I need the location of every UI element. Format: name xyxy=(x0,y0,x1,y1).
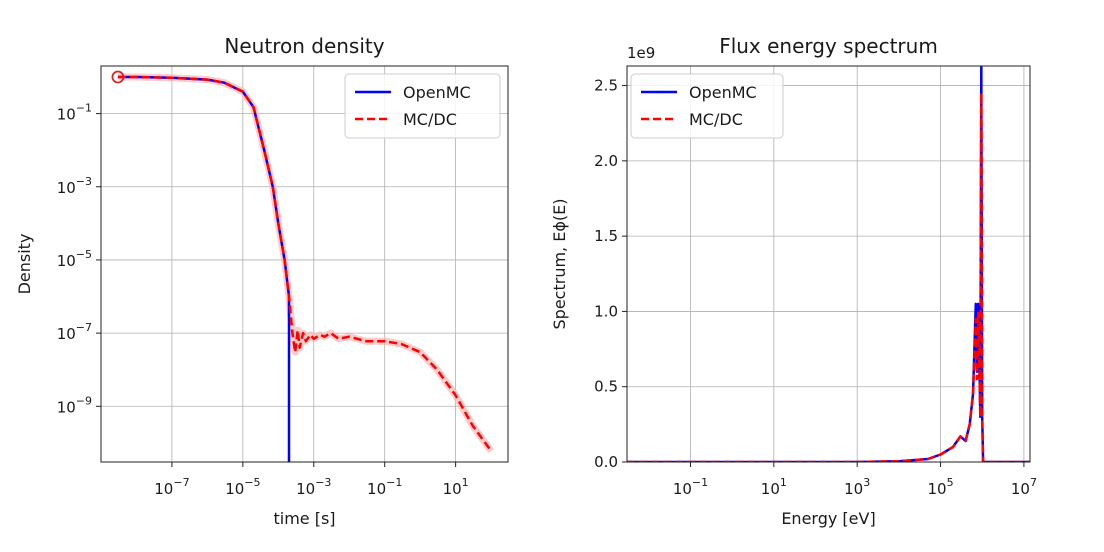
legend-entry-label: MC/DC xyxy=(403,110,457,129)
y-tick-base: 10 xyxy=(57,252,76,270)
y-axis-label: Density xyxy=(15,234,34,295)
x-tick-base: 10 xyxy=(225,480,244,498)
y-tick-label: 0.5 xyxy=(594,378,618,396)
y-tick-label: 10−5 xyxy=(57,248,92,270)
x-tick-exp: −1 xyxy=(692,476,708,489)
legend-entry-label: OpenMC xyxy=(689,83,757,102)
x-axis-label: time [s] xyxy=(273,509,335,528)
y-tick-label: 2.5 xyxy=(594,77,618,95)
legend: OpenMC MC/DC xyxy=(630,73,784,139)
neutron-density-chart: 10−7 10−5 10−3 10−1 10110−110−310−510−710−9N… xyxy=(15,34,509,528)
x-tick-base: 10 xyxy=(1011,480,1030,498)
y-tick-base: 10 xyxy=(57,179,76,197)
chart-title: Flux energy spectrum xyxy=(719,34,938,58)
series-group xyxy=(111,70,494,462)
y-tick-base: 10 xyxy=(57,106,76,124)
x-tick-label: 10−1 xyxy=(367,476,402,498)
y-tick-exp: −1 xyxy=(76,102,92,115)
series-group xyxy=(627,66,1030,462)
y-tick-label: 10−7 xyxy=(57,321,92,343)
y-tick-label: 1.0 xyxy=(594,302,618,320)
y-tick-label: 10−3 xyxy=(57,175,92,197)
x-tick-exp: −5 xyxy=(244,476,260,489)
x-tick-exp: 3 xyxy=(863,476,870,489)
y-offset-label: 1e9 xyxy=(627,44,655,62)
x-tick-exp: −3 xyxy=(315,476,331,489)
series-line-mcdc xyxy=(117,75,493,452)
y-tick-exp: −9 xyxy=(76,394,92,407)
x-tick-label: 101 xyxy=(761,476,787,498)
y-tick-label: 10−9 xyxy=(57,394,92,416)
y-tick-label: 2.0 xyxy=(594,152,618,170)
x-tick-base: 10 xyxy=(296,480,315,498)
x-tick-exp: −1 xyxy=(386,476,402,489)
y-tick-exp: −7 xyxy=(76,321,92,334)
x-tick-exp: 7 xyxy=(1030,476,1037,489)
legend-box xyxy=(630,73,784,139)
chart-title: Neutron density xyxy=(224,34,384,58)
x-tick-label: 10−1 xyxy=(673,476,708,498)
legend: OpenMC MC/DC xyxy=(344,73,501,139)
legend-box xyxy=(344,73,501,139)
x-tick-label: 101 xyxy=(443,476,469,498)
x-tick-label: 103 xyxy=(844,476,870,498)
x-tick-base: 10 xyxy=(761,480,780,498)
x-tick-label: 10−3 xyxy=(296,476,331,498)
y-axis-label: Spectrum, Eϕ(E) xyxy=(550,199,569,330)
x-tick-base: 10 xyxy=(673,480,692,498)
circle-marker xyxy=(111,70,125,84)
x-tick-base: 10 xyxy=(367,480,386,498)
y-tick-exp: −3 xyxy=(76,175,92,188)
grid xyxy=(101,66,508,462)
x-tick-label: 10−7 xyxy=(154,476,189,498)
axes-frame xyxy=(100,65,509,463)
x-tick-label: 10−5 xyxy=(225,476,260,498)
y-tick-exp: −5 xyxy=(76,248,92,261)
x-tick-base: 10 xyxy=(154,480,173,498)
x-tick-exp: 5 xyxy=(947,476,954,489)
x-tick-label: 105 xyxy=(928,476,954,498)
series-line-mcdc xyxy=(627,91,1030,462)
legend-entry-label: OpenMC xyxy=(403,83,471,102)
x-axis-label: Energy [eV] xyxy=(781,509,875,528)
x-tick-label: 107 xyxy=(1011,476,1037,498)
y-tick-base: 10 xyxy=(57,325,76,343)
y-tick-base: 10 xyxy=(57,398,76,416)
x-tick-base: 10 xyxy=(928,480,947,498)
y-tick-label: 1.5 xyxy=(594,227,618,245)
x-tick-base: 10 xyxy=(443,480,462,498)
y-tick-label: 0.0 xyxy=(594,453,618,471)
y-tick-label: 10−1 xyxy=(57,102,92,124)
x-tick-exp: 1 xyxy=(462,476,469,489)
legend-entry-label: MC/DC xyxy=(689,110,743,129)
x-tick-exp: 1 xyxy=(780,476,787,489)
axes-frame xyxy=(626,65,1031,463)
x-tick-base: 10 xyxy=(844,480,863,498)
x-tick-exp: −7 xyxy=(173,476,189,489)
